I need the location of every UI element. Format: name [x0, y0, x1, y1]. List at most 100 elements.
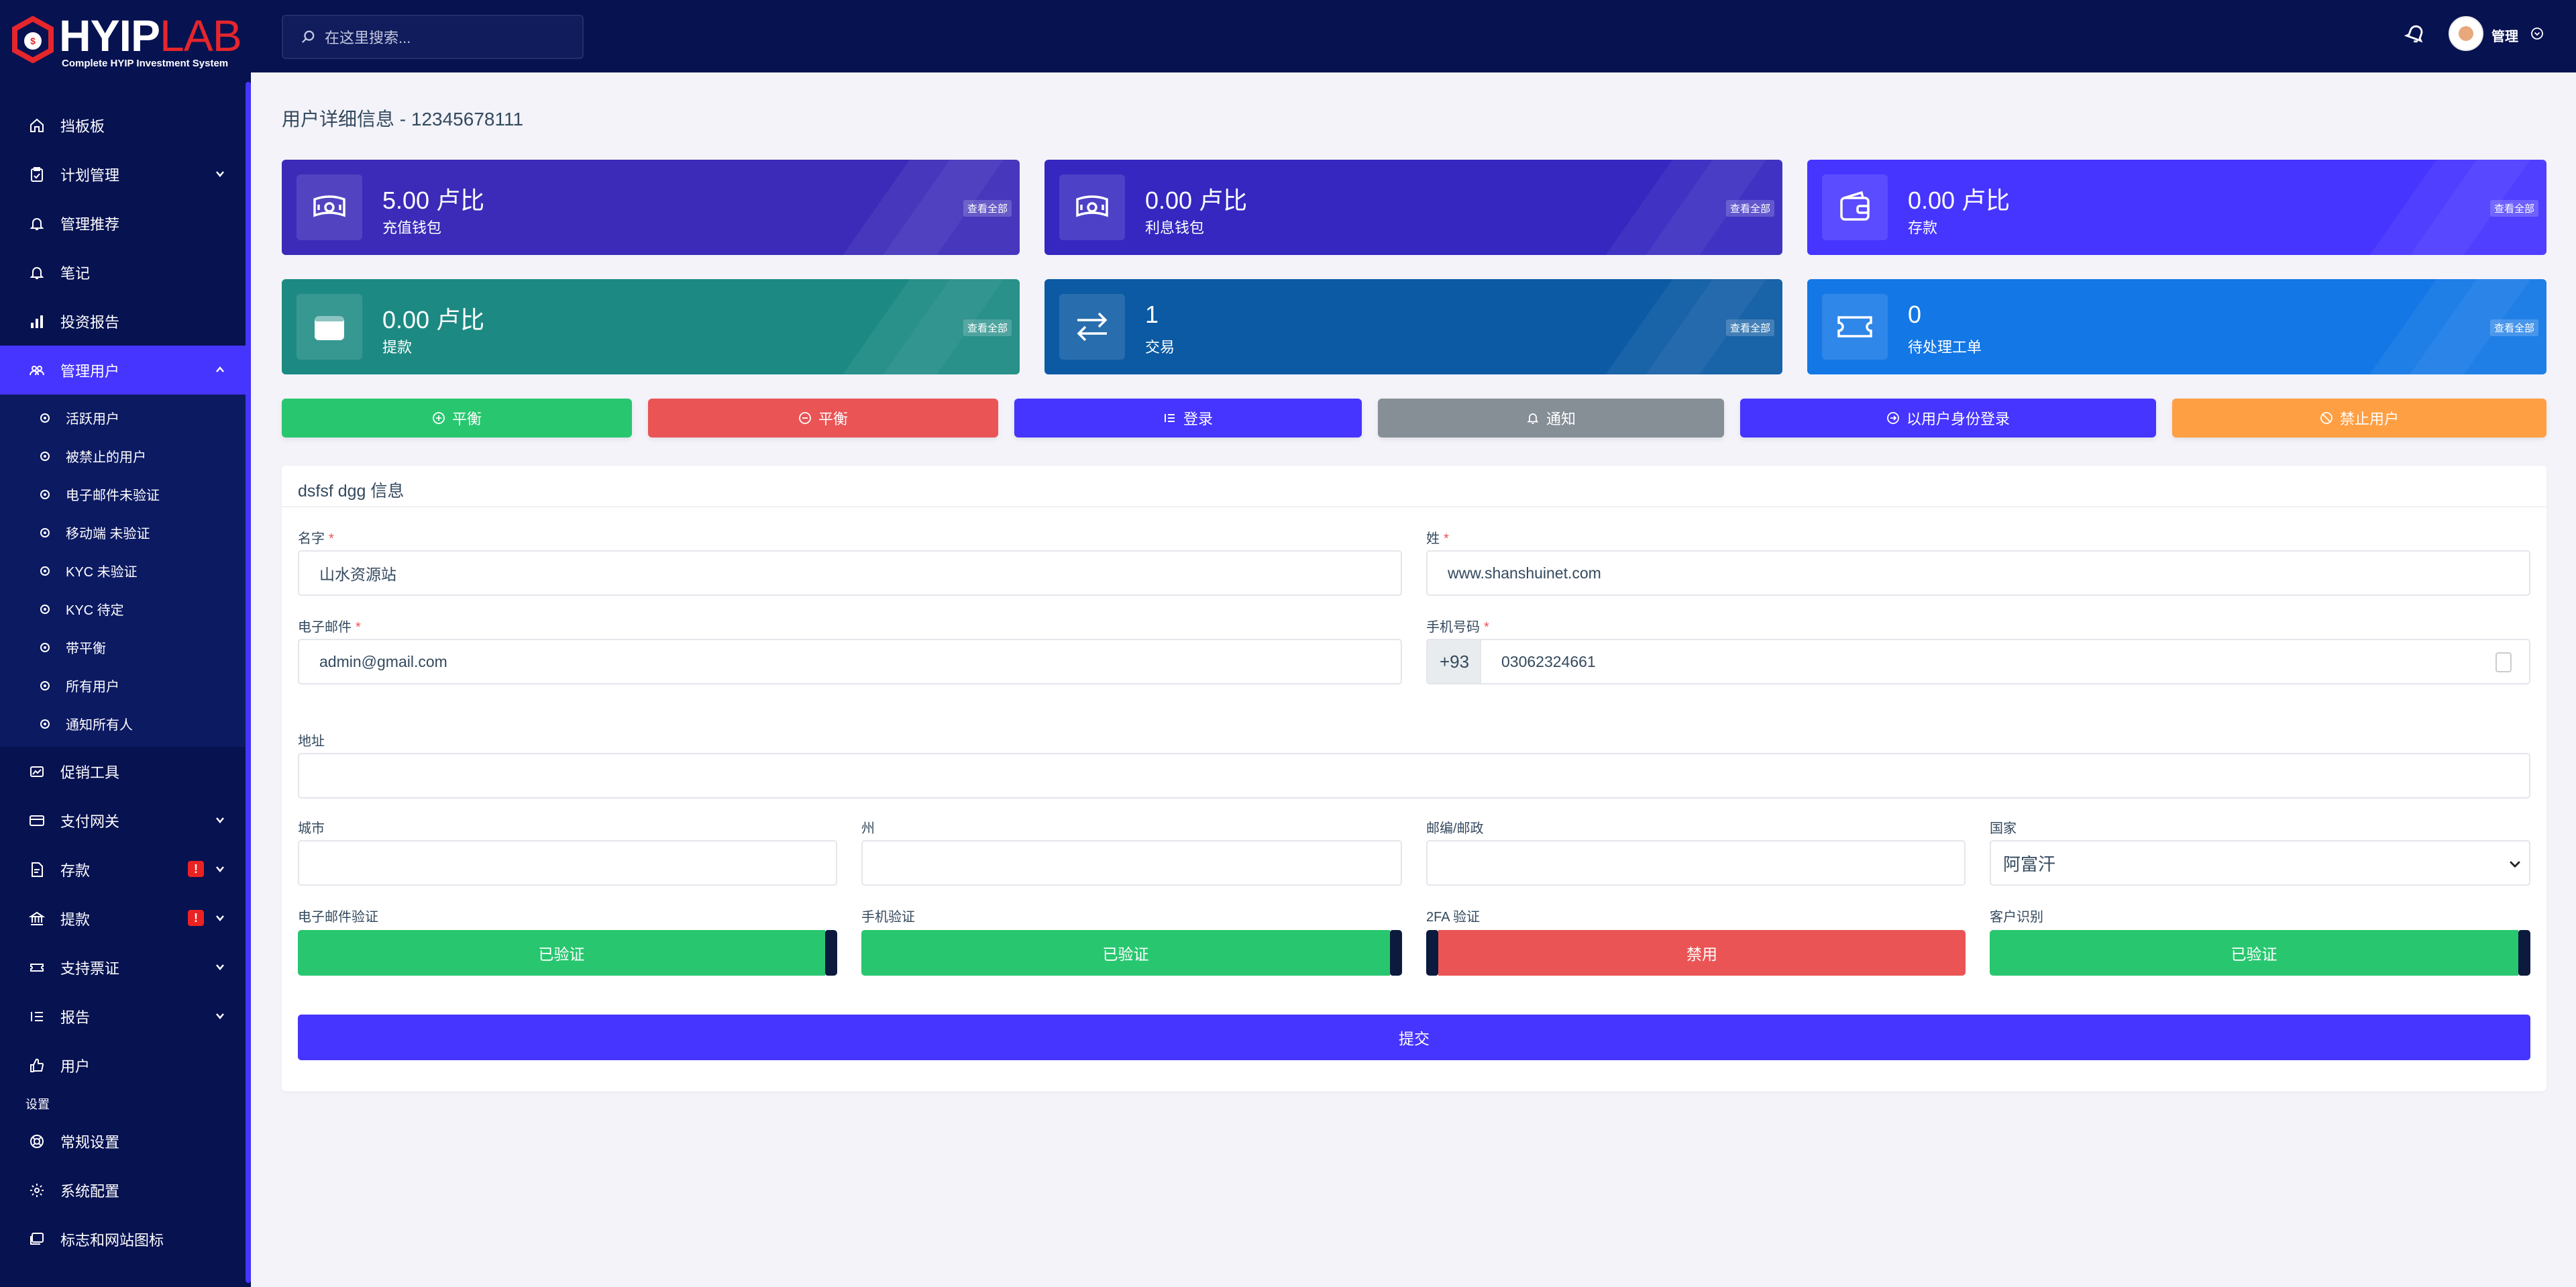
sidebar-item-notes[interactable]: 笔记	[0, 248, 246, 297]
state-field[interactable]	[861, 840, 1402, 886]
toggle-knob	[1426, 930, 1438, 976]
mobile-verify-toggle[interactable]: 已验证	[861, 930, 1402, 976]
sidebar-item-subscribers[interactable]: 用户	[0, 1041, 246, 1090]
avatar[interactable]	[2449, 16, 2483, 51]
sidebar-item-deposits[interactable]: 存款 !	[0, 845, 246, 894]
chevron-down-icon	[216, 171, 224, 177]
view-all-link[interactable]: 查看全部	[2489, 200, 2538, 217]
chevron-down-icon	[216, 964, 224, 970]
login-icon	[1887, 412, 1899, 424]
logo[interactable]: $ HYIPLAB Complete HYIP Investment Syste…	[9, 12, 242, 69]
sidebar-item-promotion[interactable]: 促销工具	[0, 747, 246, 796]
kyc-toggle[interactable]: 已验证	[1990, 930, 2530, 976]
sidebar-subitem-kyc-pending[interactable]: KYC 待定	[0, 590, 246, 628]
sidebar-item-invest-report[interactable]: 投资报告	[0, 297, 246, 346]
sidebar-item-gateways[interactable]: 支付网关	[0, 796, 246, 845]
sidebar-item-label: 报告	[60, 1009, 91, 1026]
stat-amount: 5.00 卢比	[382, 187, 485, 214]
email-verify-toggle[interactable]: 已验证	[298, 930, 837, 976]
ban-icon	[2320, 412, 2332, 424]
sidebar-item-plans[interactable]: 计划管理	[0, 150, 246, 199]
sidebar-subitem-label: 电子邮件未验证	[66, 488, 160, 503]
list-icon	[28, 1008, 46, 1025]
stat-amount: 0	[1908, 301, 1922, 328]
sidebar-item-support-tickets[interactable]: 支持票证	[0, 943, 246, 992]
sidebar-subitem-label: 所有用户	[66, 680, 119, 694]
sidebar-subitem-all-users[interactable]: 所有用户	[0, 666, 246, 705]
address-field[interactable]	[298, 753, 2530, 799]
stat-card-deposit-wallet: 5.00 卢比 充值钱包 查看全部	[282, 160, 1020, 255]
stat-label: 存款	[1908, 219, 1938, 236]
ban-user-button[interactable]: 禁止用户	[2172, 399, 2546, 437]
view-all-link[interactable]: 查看全部	[1725, 319, 1774, 336]
logins-button[interactable]: 登录	[1014, 399, 1362, 437]
subtract-balance-button[interactable]: 平衡	[648, 399, 998, 437]
sidebar-subitem-kyc-unverified[interactable]: KYC 未验证	[0, 552, 246, 590]
sidebar-item-label: 支付网关	[60, 813, 120, 830]
sidebar-subitem-banned-users[interactable]: 被禁止的用户	[0, 437, 246, 475]
first-name-label: 名字 *	[298, 531, 334, 546]
wallet-icon	[1822, 174, 1888, 240]
first-name-field[interactable]: 山水资源站	[298, 550, 1402, 596]
sidebar-item-logo-favicon[interactable]: 标志和网站图标	[0, 1215, 246, 1264]
view-all-link[interactable]: 查看全部	[1725, 200, 1774, 217]
plus-circle-icon	[433, 412, 445, 424]
sidebar-scrollbar[interactable]	[246, 82, 251, 1283]
login-as-user-button[interactable]: 以用户身份登录	[1740, 399, 2156, 437]
chevron-up-icon	[216, 366, 224, 372]
sidebar-item-referrals[interactable]: 管理推荐	[0, 199, 246, 248]
last-name-field[interactable]: www.shanshuinet.com	[1426, 550, 2530, 596]
email-field[interactable]: admin@gmail.com	[298, 639, 1402, 684]
view-all-link[interactable]: 查看全部	[963, 319, 1012, 336]
sidebar-item-withdrawals[interactable]: 提款 !	[0, 894, 246, 943]
view-all-link[interactable]: 查看全部	[963, 200, 1012, 217]
list-icon	[1164, 414, 1175, 422]
email-label: 电子邮件 *	[298, 620, 361, 635]
sidebar-item-general-settings[interactable]: 常规设置	[0, 1117, 246, 1166]
stat-amount: 0.00 卢比	[1908, 187, 2010, 214]
twofa-label: 2FA 验证	[1426, 910, 1481, 925]
bell-icon	[28, 215, 46, 232]
notify-button[interactable]: 通知	[1378, 399, 1724, 437]
zip-field[interactable]	[1426, 840, 1966, 886]
circle-dot-icon	[40, 489, 50, 499]
country-select[interactable]: 阿富汗	[1990, 840, 2530, 886]
view-all-link[interactable]: 查看全部	[2489, 319, 2538, 336]
city-field[interactable]	[298, 840, 837, 886]
mobile-field[interactable]: 03062324661	[1480, 639, 2530, 684]
chevron-down-circle-icon[interactable]	[2530, 27, 2544, 40]
button-label: 登录	[1183, 411, 1213, 427]
sidebar-item-manage-users[interactable]: 管理用户	[0, 346, 246, 395]
number-spinner-icon[interactable]	[2496, 652, 2512, 672]
admin-name[interactable]: 管理	[2491, 30, 2518, 44]
button-label: 平衡	[451, 411, 482, 427]
sidebar-subitem-label: 带平衡	[66, 641, 106, 656]
sidebar-subitem-active-users[interactable]: 活跃用户	[0, 399, 246, 437]
city-label: 城市	[298, 821, 325, 836]
last-name-label: 姓 *	[1426, 531, 1449, 546]
circle-dot-icon	[40, 566, 50, 576]
sidebar-item-reports[interactable]: 报告	[0, 992, 246, 1041]
logo-tagline: Complete HYIP Investment System	[62, 58, 229, 69]
sidebar: $ HYIPLAB Complete HYIP Investment Syste…	[0, 0, 251, 1287]
search-icon	[301, 30, 315, 44]
sidebar-item-system-config[interactable]: 系统配置	[0, 1166, 246, 1215]
sidebar-item-dashboard[interactable]: 挡板板	[0, 101, 246, 150]
submit-button[interactable]: 提交	[298, 1015, 2530, 1060]
sidebar-subitem-notify-all[interactable]: 通知所有人	[0, 705, 246, 743]
search-input[interactable]: 在这里搜索...	[282, 15, 584, 59]
sidebar-submenu-users: 活跃用户 被禁止的用户 电子邮件未验证 移动端 未验证 KYC 未验证 KYC …	[0, 395, 246, 747]
sidebar-subitem-mobile-unverified[interactable]: 移动端 未验证	[0, 513, 246, 552]
sidebar-subitem-email-unverified[interactable]: 电子邮件未验证	[0, 475, 246, 513]
alert-badge: !	[188, 861, 204, 877]
twofa-toggle[interactable]: 禁用	[1426, 930, 1966, 976]
toggle-knob	[825, 930, 837, 976]
circle-dot-icon	[40, 680, 50, 690]
sidebar-item-label: 管理用户	[60, 362, 120, 380]
add-balance-button[interactable]: 平衡	[282, 399, 632, 437]
notification-bell-icon[interactable]	[2404, 21, 2427, 44]
sidebar-subitem-with-balance[interactable]: 带平衡	[0, 628, 246, 666]
sidebar-subitem-label: 活跃用户	[66, 412, 119, 427]
panel-header: dsfsf dgg 信息	[282, 466, 2546, 507]
chevron-down-icon	[2510, 861, 2520, 868]
